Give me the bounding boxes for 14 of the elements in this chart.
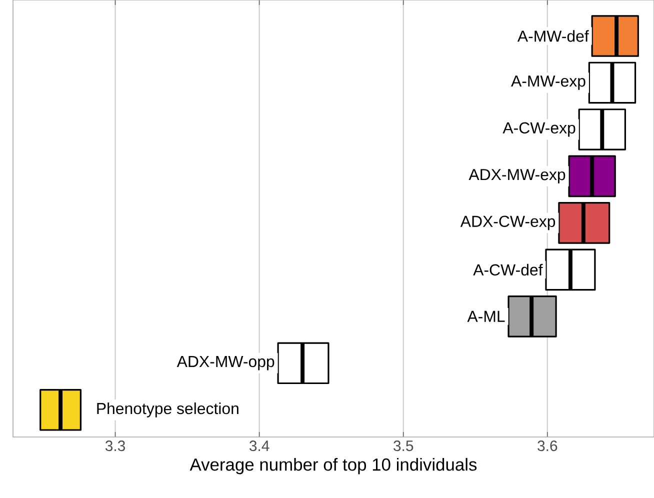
y-tick-label: ADX-CW-exp <box>460 216 556 230</box>
y-tick-label: ADX-MW-exp <box>468 169 566 184</box>
y-tick-label: A-CW-def <box>473 264 543 276</box>
x-tick-label: 3.4 <box>249 440 270 452</box>
x-tick-label: 3.3 <box>105 440 126 452</box>
y-tick-label: A-MW-def <box>517 30 589 42</box>
y-tick-label: A-MW-exp <box>511 76 586 90</box>
y-tick-label: A-CW-exp <box>502 122 576 137</box>
x-tick-label: 3.5 <box>394 440 414 452</box>
x-axis-title: Average number of top 10 individuals <box>190 458 477 474</box>
x-tick-label: 3.6 <box>538 440 558 452</box>
y-tick-label: A-ML <box>467 310 505 322</box>
y-tick-label: Phenotype selection <box>97 402 238 418</box>
y-tick-label: ADX-MW-opp <box>176 356 274 370</box>
